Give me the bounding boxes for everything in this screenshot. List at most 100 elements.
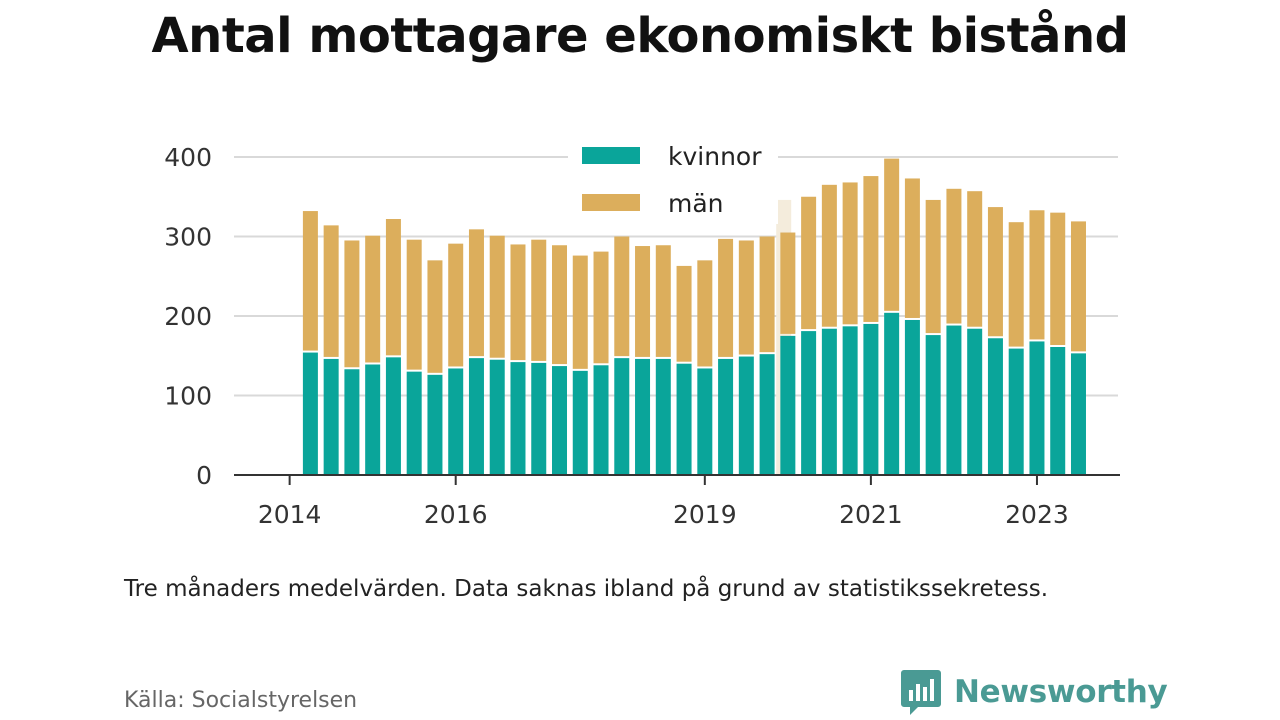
bar-man [427, 260, 443, 373]
bar-man [448, 243, 464, 367]
bar-man [302, 211, 318, 351]
bar-man [925, 199, 941, 334]
bar-kvinnor [448, 368, 464, 475]
x-axis-ticks: 2014 2016 2019 2021 2023 [258, 475, 1069, 529]
bar-kvinnor [904, 319, 920, 475]
bar-kvinnor [510, 362, 526, 475]
bar-kvinnor [406, 371, 422, 475]
bar-man [946, 188, 962, 324]
legend-swatch-kvinnor [582, 147, 640, 164]
bar-man [614, 236, 630, 357]
bar-kvinnor [531, 362, 547, 475]
bar-man [323, 225, 339, 357]
bar-kvinnor [427, 374, 443, 475]
bar-kvinnor [967, 328, 983, 475]
y-tick-label: 200 [164, 302, 212, 331]
bar-kvinnor [468, 358, 484, 475]
bar-man [406, 239, 422, 370]
bar-kvinnor [842, 326, 858, 475]
bar-man [572, 255, 588, 369]
bar-kvinnor [552, 366, 568, 475]
bar-kvinnor [572, 370, 588, 475]
bar-kvinnor [925, 335, 941, 475]
bar-kvinnor [987, 338, 1003, 475]
bar-kvinnor [593, 365, 609, 475]
bar-man [718, 238, 734, 357]
bar-kvinnor [738, 356, 754, 475]
bar-kvinnor [821, 328, 837, 475]
bar-kvinnor [780, 335, 796, 475]
bar-kvinnor [1029, 341, 1045, 475]
bar-man [801, 196, 817, 330]
bar-kvinnor [676, 363, 692, 475]
bar-man [365, 235, 381, 363]
x-tick-label: 2023 [1005, 500, 1069, 529]
bar-kvinnor [946, 325, 962, 475]
bar-kvinnor [884, 312, 900, 475]
bar-kvinnor [635, 358, 651, 475]
bar-man [1050, 212, 1066, 346]
bar-man [759, 236, 775, 353]
bar-man [635, 246, 651, 357]
newsworthy-logo-icon [901, 670, 941, 715]
legend-swatch-man [582, 194, 640, 211]
x-tick-label: 2014 [258, 500, 322, 529]
chart-note: Tre månaders medelvärden. Data saknas ib… [124, 576, 1049, 602]
bar-kvinnor [655, 358, 671, 475]
bar-man [531, 239, 547, 361]
bar-kvinnor [323, 358, 339, 475]
bar-kvinnor [1050, 347, 1066, 475]
legend-label-man: män [668, 189, 724, 218]
bar-kvinnor [365, 364, 381, 475]
bars [302, 158, 1086, 475]
chart-title: Antal mottagare ekonomiskt bistånd [151, 8, 1129, 64]
brand-logo[interactable]: Newsworthy [900, 668, 1168, 716]
bar-man [510, 244, 526, 361]
bar-man [468, 229, 484, 357]
bar-man [738, 240, 754, 355]
bar-kvinnor [759, 354, 775, 475]
bar-kvinnor [718, 358, 734, 475]
bar-man [967, 191, 983, 327]
bar-kvinnor [863, 323, 879, 475]
bar-kvinnor [614, 358, 630, 475]
y-tick-label: 0 [196, 461, 212, 490]
bar-man [884, 158, 900, 311]
x-tick-label: 2019 [673, 500, 737, 529]
bar-man [780, 232, 796, 334]
bar-kvinnor [344, 369, 360, 475]
bar-man [676, 265, 692, 362]
bar-kvinnor [697, 368, 713, 475]
bar-man [863, 176, 879, 322]
bar-man [593, 251, 609, 364]
bar-kvinnor [489, 359, 505, 475]
bar-man [904, 178, 920, 318]
bar-kvinnor [302, 352, 318, 475]
y-tick-label: 300 [164, 223, 212, 252]
bar-man [697, 260, 713, 367]
brand-name: Newsworthy [954, 674, 1168, 710]
bar-kvinnor [1070, 353, 1086, 475]
bar-man [385, 219, 401, 356]
y-tick-label: 400 [164, 143, 212, 172]
x-tick-label: 2021 [839, 500, 903, 529]
x-tick-label: 2016 [424, 500, 488, 529]
bar-kvinnor [1008, 348, 1024, 475]
bar-man [1070, 221, 1086, 352]
bar-kvinnor [801, 331, 817, 475]
bar-kvinnor [385, 357, 401, 475]
legend-label-kvinnor: kvinnor [668, 142, 762, 171]
bar-man [344, 240, 360, 368]
y-tick-label: 100 [164, 382, 212, 411]
bar-man [1029, 210, 1045, 340]
bar-man [821, 184, 837, 327]
bar-man [552, 245, 568, 365]
bar-man [1008, 222, 1024, 347]
bar-man [987, 207, 1003, 337]
legend: kvinnor män [568, 134, 778, 224]
source-text: Källa: Socialstyrelsen [124, 688, 358, 713]
y-axis-ticks: 0 100 200 300 400 [164, 143, 212, 490]
bar-man [489, 235, 505, 358]
bar-man [842, 182, 858, 325]
